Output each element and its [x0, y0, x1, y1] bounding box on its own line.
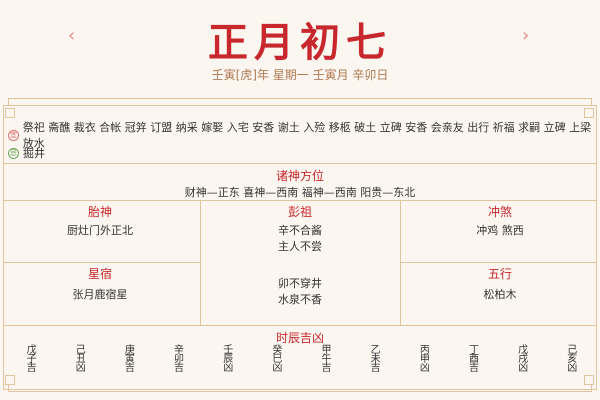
hour-item: 乙未吉 [368, 344, 380, 371]
zhushen-title: 诸神方位 [275, 169, 324, 183]
zhushen-text: 财神—正东 喜神—西南 福神—西南 阳贵—东北 [184, 186, 416, 199]
hour-item: 庚寅吉 [122, 344, 134, 371]
chongsha-title: 冲煞 [487, 205, 512, 219]
next-day-button[interactable]: › [522, 25, 530, 46]
xingxiu-text: 张月鹿宿星 [72, 288, 128, 301]
hour-item: 丙申凶 [417, 344, 429, 371]
divider [3, 262, 200, 263]
ganzhi-subtitle: 壬寅[虎]年 星期一 壬寅月 辛卯日 [211, 68, 389, 82]
ji-row: 忌 掘井 [8, 145, 45, 161]
hour-item: 己亥凶 [564, 344, 576, 371]
ji-badge-icon: 忌 [8, 147, 19, 159]
ji-text: 掘井 [23, 147, 45, 160]
frame-top-decoration [8, 98, 592, 106]
pengzu-line: 水泉不香 [278, 293, 322, 306]
pengzu-line: 辛不合酱 [278, 224, 322, 237]
hour-item: 甲午吉 [319, 344, 331, 371]
divider [3, 325, 597, 326]
corner-ornament [5, 375, 15, 385]
yi-text: 祭祀 斋醮 裁衣 合帐 冠笄 订盟 纳采 嫁娶 入宅 安香 谢土 入殓 移柩 破… [22, 121, 592, 150]
pengzu-line: 主人不尝 [278, 240, 322, 253]
hour-item: 壬辰凶 [220, 344, 232, 371]
corner-ornament [5, 108, 15, 118]
almanac-frame [3, 105, 597, 390]
taishen-title: 胎神 [87, 205, 112, 219]
pengzu-title: 彭祖 [287, 205, 312, 219]
corner-ornament [584, 375, 594, 385]
chongsha-text: 冲鸡 煞西 [476, 224, 524, 237]
hour-item: 己丑凶 [73, 344, 85, 371]
frame-bottom-decoration [8, 384, 592, 392]
prev-day-button[interactable]: ‹ [68, 25, 76, 46]
shichen-title: 时辰吉凶 [275, 331, 324, 345]
hour-item: 戊戌凶 [515, 344, 527, 371]
divider [200, 200, 201, 325]
hour-item: 戊子吉 [24, 344, 36, 371]
hour-item: 辛卯吉 [171, 344, 183, 371]
wuxing-text: 松柏木 [483, 288, 517, 301]
corner-ornament [584, 108, 594, 118]
divider [400, 262, 597, 263]
xingxiu-title: 星宿 [87, 267, 112, 281]
yi-row: 宜 祭祀 斋醮 裁衣 合帐 冠笄 订盟 纳采 嫁娶 入宅 安香 谢土 入殓 移柩… [8, 119, 600, 151]
taishen-text: 厨灶门外正北 [67, 224, 133, 237]
hour-item: 癸巳凶 [269, 344, 281, 371]
shichen-list: 戊子吉 己丑凶 庚寅吉 辛卯吉 壬辰凶 癸巳凶 甲午吉 乙未吉 丙申凶 丁酉吉 … [5, 344, 595, 371]
yi-badge-icon: 宜 [8, 129, 19, 141]
lunar-date-title: 正月初七 [208, 19, 392, 66]
pengzu-line: 卯不穿井 [278, 277, 322, 290]
divider [3, 200, 597, 201]
wuxing-title: 五行 [487, 267, 512, 281]
hour-item: 丁酉吉 [466, 344, 478, 371]
divider [3, 163, 597, 164]
